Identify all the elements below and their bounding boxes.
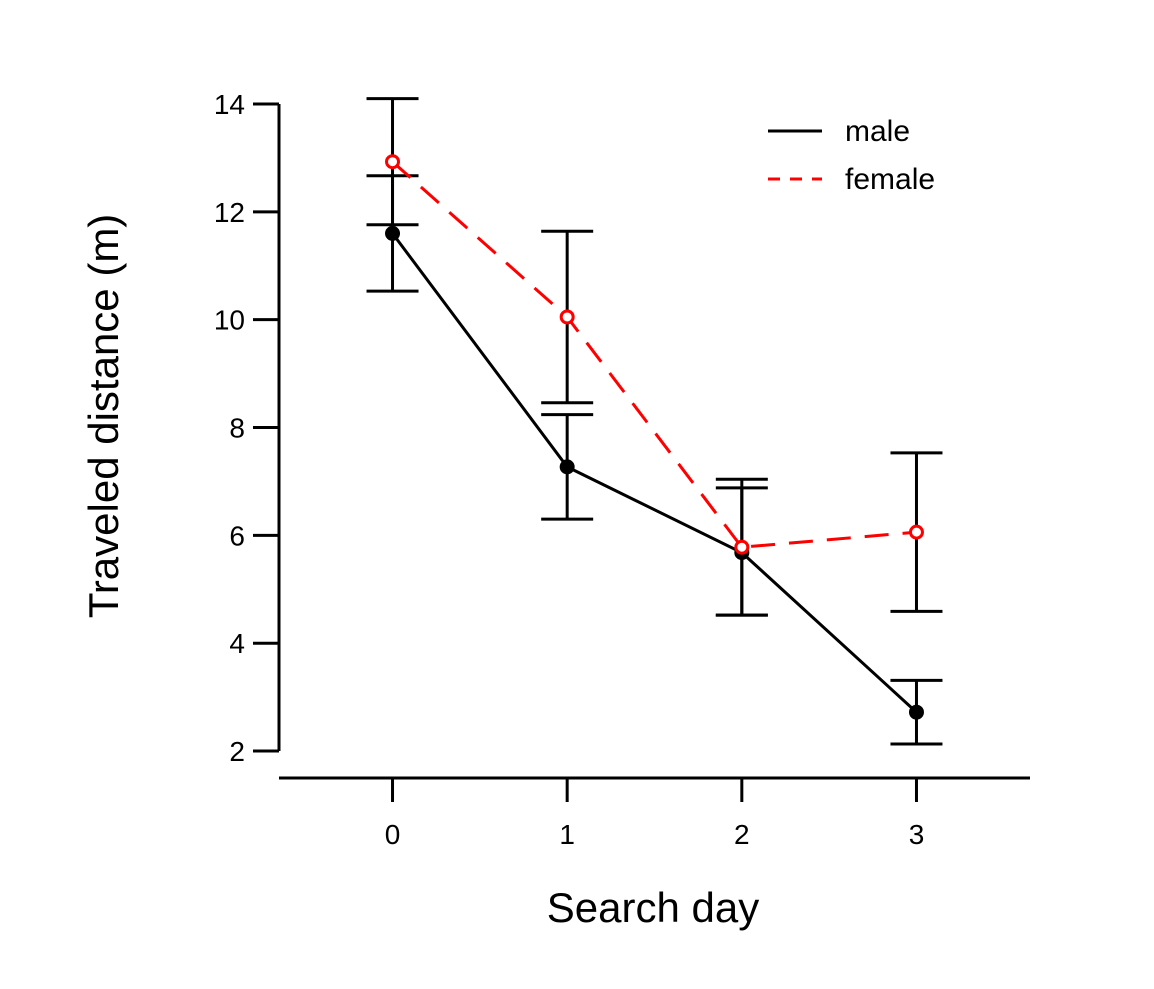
series-lines — [391, 160, 918, 714]
point-female — [734, 539, 750, 555]
series-line-male — [391, 232, 918, 714]
y-tick-label: 2 — [229, 736, 245, 767]
y-tick-label: 6 — [229, 520, 245, 551]
y-tick-label: 10 — [214, 305, 245, 336]
point-male — [385, 225, 401, 241]
y-tick-label: 8 — [229, 413, 245, 444]
legend: male female — [768, 115, 935, 196]
x-tick-label: 1 — [559, 819, 575, 850]
x-tick-label: 2 — [734, 819, 750, 850]
x-axis-title: Search day — [547, 884, 759, 931]
point-male — [908, 704, 924, 720]
point-male — [559, 459, 575, 475]
point-female — [559, 309, 575, 325]
y-tick-label: 4 — [229, 628, 245, 659]
point-female — [385, 154, 401, 170]
y-tick-label: 14 — [214, 89, 245, 120]
y-axis-title: Traveled distance (m) — [80, 214, 127, 619]
x-tick-label: 3 — [909, 819, 925, 850]
series-line-female — [391, 160, 917, 549]
point-female — [908, 524, 924, 540]
y-tick-label: 12 — [214, 197, 245, 228]
x-tick-label: 0 — [385, 819, 401, 850]
legend-label-female: female — [845, 163, 935, 196]
legend-label-male: male — [845, 115, 910, 148]
data-points — [385, 154, 924, 720]
